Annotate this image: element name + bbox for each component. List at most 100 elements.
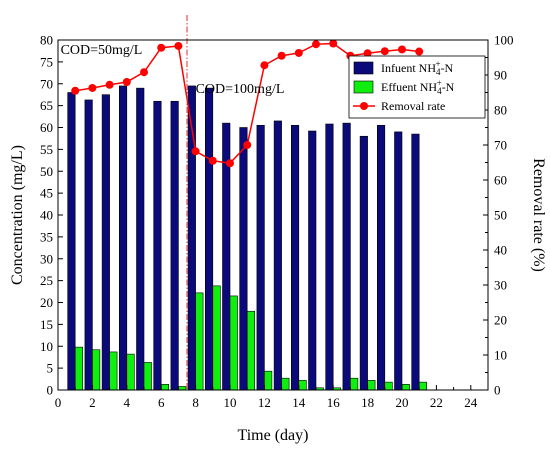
x-tick-label: 6 xyxy=(158,395,165,410)
x-tick-label: 0 xyxy=(55,395,62,410)
bar-effluent xyxy=(281,377,290,391)
y-tick-label: 60 xyxy=(40,120,53,135)
y-tick-label: 25 xyxy=(40,273,53,288)
bar-effluent xyxy=(143,362,152,391)
bar-effluent xyxy=(178,386,187,391)
removal-rate-point xyxy=(71,86,80,95)
removal-rate-point xyxy=(294,48,303,57)
bar-effluent xyxy=(195,292,204,391)
y-tick-label: 15 xyxy=(40,317,53,332)
x-tick-label: 16 xyxy=(327,395,341,410)
y-tick-label: 5 xyxy=(47,361,54,376)
bar-influent xyxy=(205,87,214,391)
removal-rate-point xyxy=(122,78,131,86)
bar-effluent xyxy=(212,285,221,391)
legend-marker-removal xyxy=(360,102,368,110)
bar-influent xyxy=(411,133,420,391)
y-tick-label: 10 xyxy=(40,339,53,354)
bar-effluent xyxy=(160,384,169,391)
removal-rate-point xyxy=(380,47,389,56)
y-tick-label: 0 xyxy=(47,383,54,398)
removal-rate-point xyxy=(157,43,166,52)
cod-annotation: COD=100mg/L xyxy=(196,82,285,97)
bar-influent xyxy=(290,125,300,391)
legend-label-part: + xyxy=(435,59,440,69)
y-tick-label: 80 xyxy=(40,33,53,48)
y2-tick-label: 70 xyxy=(494,138,507,153)
y-axis-title: Concentration (mg/L) xyxy=(9,145,26,285)
y-tick-label: 50 xyxy=(40,164,53,179)
y-tick-label: 40 xyxy=(40,208,53,223)
text-layer: 0 2 4 6 8 10 12 14 16 18 20 22 240510152025303540455… xyxy=(9,33,547,445)
removal-rate-point xyxy=(329,39,338,48)
x-tick-label: 4 xyxy=(124,395,131,410)
bar-effluent xyxy=(109,351,118,391)
y2-tick-label: 30 xyxy=(494,278,507,293)
removal-rate-point xyxy=(174,41,183,50)
y-tick-label: 55 xyxy=(40,142,53,157)
removal-rate-point xyxy=(208,156,217,165)
legend-swatch-influent xyxy=(353,61,374,75)
bar-effluent xyxy=(401,384,410,391)
bar-influent xyxy=(256,125,265,391)
bar-influent xyxy=(170,100,179,391)
bar-influent xyxy=(325,123,334,391)
y2-tick-label: 90 xyxy=(494,68,507,83)
x-tick-label: 8 xyxy=(192,395,199,410)
y2-tick-label: 50 xyxy=(494,208,507,223)
axes-layer xyxy=(57,15,489,391)
y-tick-label: 45 xyxy=(40,186,53,201)
bar-effluent xyxy=(298,380,307,391)
removal-rate-point xyxy=(105,80,114,89)
y-tick-label: 35 xyxy=(40,229,53,244)
removal-rate-point xyxy=(88,83,97,92)
bar-influent xyxy=(67,92,76,391)
cod-annotation: COD=50mg/L xyxy=(61,43,143,58)
bar-effluent xyxy=(384,381,393,391)
bar-effluent xyxy=(350,377,359,391)
bar-effluent xyxy=(264,370,273,391)
x-tick-label: 14 xyxy=(292,395,306,410)
y-tick-label: 20 xyxy=(40,295,53,310)
removal-rate-point xyxy=(140,68,148,77)
x-tick-label: 10 xyxy=(224,395,237,410)
legend-label-part: Effuent NH xyxy=(381,80,437,94)
legend-label-part: Removal rate xyxy=(381,99,445,113)
bar-influent xyxy=(273,120,282,391)
removal-rate-point xyxy=(415,47,424,56)
removal-rate-point xyxy=(191,147,200,156)
bar-effluent xyxy=(92,349,101,391)
y-tick-label: 75 xyxy=(40,54,53,69)
legend-label-part: 4 xyxy=(437,86,442,96)
x-tick-label: 2 xyxy=(89,395,96,410)
y2-tick-label: 100 xyxy=(494,33,514,48)
bar-influent xyxy=(119,85,128,391)
legend-label-part: -N xyxy=(441,61,454,75)
bars-layer xyxy=(67,85,428,391)
bar-effluent xyxy=(418,381,428,391)
removal-rate-point xyxy=(398,45,406,54)
y-tick-label: 70 xyxy=(40,76,53,91)
legend-swatch-effluent xyxy=(353,80,374,94)
legend-label-part: -N xyxy=(442,80,455,94)
bar-influent xyxy=(359,135,368,391)
legend-label: Infuent NH4+-N xyxy=(381,59,454,77)
y2-tick-label: 20 xyxy=(494,313,507,328)
bar-effluent xyxy=(229,295,238,391)
removal-rate-point xyxy=(277,51,286,60)
bar-influent xyxy=(136,87,145,391)
y2-tick-label: 80 xyxy=(494,103,507,118)
bar-effluent xyxy=(126,353,135,391)
bar-influent xyxy=(84,99,93,391)
removal-rate-point xyxy=(260,61,269,70)
y-tick-label: 30 xyxy=(40,251,53,266)
y-tick-label: 65 xyxy=(40,98,53,113)
y2-tick-label: 40 xyxy=(494,243,507,258)
legend-label-part: Infuent NH xyxy=(381,61,436,75)
y2-tick-label: 60 xyxy=(494,173,507,188)
bar-influent xyxy=(101,94,110,391)
bar-influent xyxy=(308,130,317,391)
legend-label-part: + xyxy=(437,78,442,88)
